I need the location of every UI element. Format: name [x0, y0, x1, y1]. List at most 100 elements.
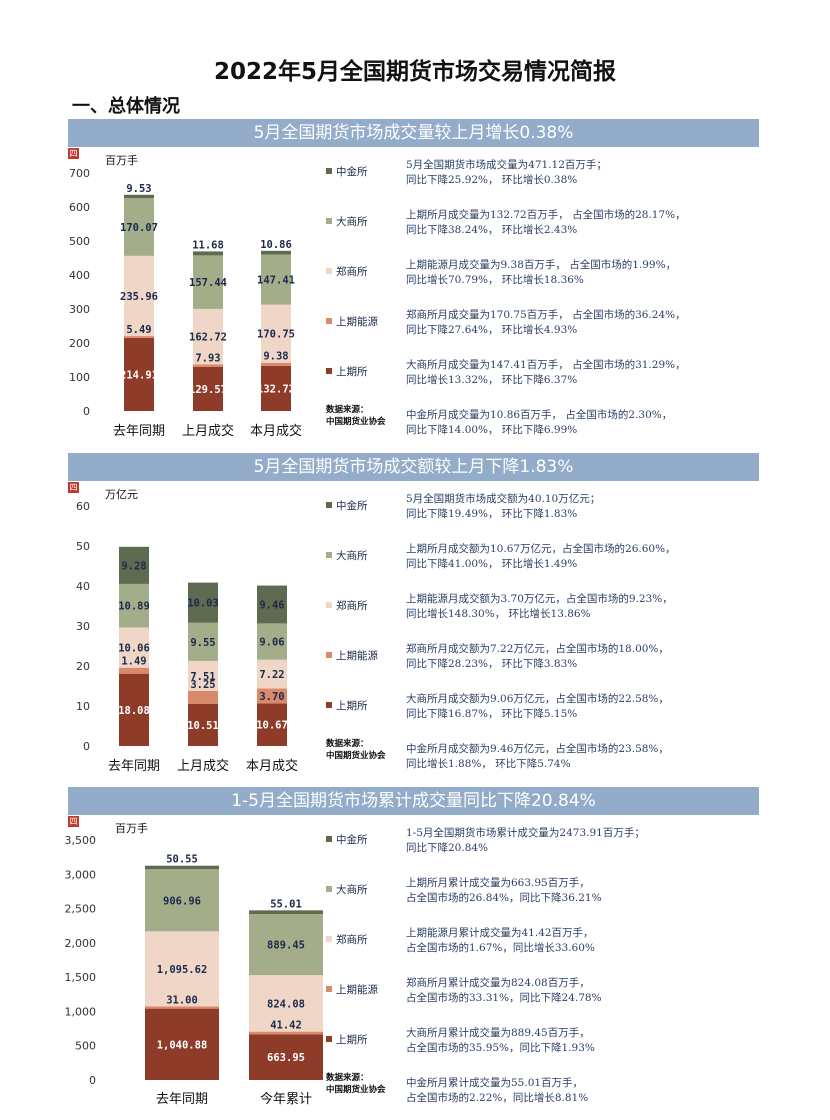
data-label: 1,095.62: [157, 964, 208, 976]
bar-segment: [193, 255, 223, 309]
summary-note: 上期能源月成交量为9.38百万手， 占全国市场的1.99%， 同比增长70.79%…: [406, 258, 756, 288]
volume-notes: 5月全国期货市场成交量为471.12百万手； 同比下降25.92%， 环比增长0.…: [406, 158, 756, 448]
summary-note: 上期能源月成交额为3.70万亿元，占全国市场的9.23%， 同比增长148.30%…: [406, 592, 756, 622]
data-label: 129.57: [189, 384, 227, 396]
data-label: 11.68: [192, 239, 224, 251]
bar-segment: [193, 366, 223, 411]
summary-note-line: 上期所月累计成交量为663.95百万手，: [406, 877, 590, 889]
source-label: 数据来源：: [326, 738, 369, 749]
x-tick-label: 本月成交: [250, 423, 302, 439]
legend-swatch: [326, 552, 332, 558]
summary-note: 郑商所月成交额为7.22万亿元，占全国市场的18.00%， 同比下降28.23%，…: [406, 642, 756, 672]
legend-label: 上期所: [336, 1034, 368, 1046]
summary-note-line: 郑商所月累计成交量为824.08百万手，: [406, 977, 590, 989]
bar-segment: [193, 364, 223, 367]
data-label: 824.08: [267, 998, 305, 1010]
legend-label: 上期能源: [336, 649, 378, 662]
y-tick-label: 0: [89, 1074, 96, 1087]
y-tick-label: 700: [69, 167, 90, 180]
summary-note: 1-5月全国期货市场累计成交量为2473.91百万手； 同比下降20.84%: [406, 826, 756, 856]
legend-swatch: [326, 1036, 332, 1042]
summary-note-line: 同比下降20.84%: [406, 842, 489, 854]
y-tick-label: 500: [69, 235, 90, 248]
legend-swatch: [326, 702, 332, 708]
legend-label: 中金所: [336, 499, 368, 512]
bar-segment: [193, 251, 223, 256]
summary-note-line: 占全国市场的26.84%，同比下降36.21%: [406, 892, 602, 904]
panel-cumulative: 四 百万手 0 500 1,000 1,500 2,000 2,500 3,000 3,500 1…: [65, 816, 759, 1116]
summary-note-line: 同比下降28.23%， 环比下降3.83%: [406, 658, 578, 670]
data-label: 10.03: [187, 598, 219, 610]
bar-segment: [124, 255, 154, 337]
data-label: 147.41: [257, 275, 295, 287]
bar-segment: [249, 1034, 323, 1080]
legend-swatch: [326, 368, 332, 374]
x-tick-label: 去年同期: [108, 759, 160, 774]
summary-note-line: 中金所月成交量为10.86百万手， 占全国市场的2.30%，: [406, 409, 673, 421]
volume-chart: 百万手 0 100 200 300 400 500 600 700 214.91 5.49 235.9…: [69, 153, 386, 439]
summary-note-line: 郑商所月成交额为7.22万亿元，占全国市场的18.00%，: [406, 643, 669, 655]
panel-turnover: 四 万亿元 0 10 20 30 40 50 60 18.08 1.49 10.06 10.89 9.2…: [68, 482, 759, 782]
bar-segment: [193, 308, 223, 365]
data-label: 906.96: [163, 895, 201, 907]
report-tag-icon: 四: [68, 148, 79, 159]
y-tick-label: 2,500: [65, 903, 97, 916]
summary-note-line: 同比下降27.64%， 环比增长4.93%: [406, 324, 578, 336]
bar-segment: [124, 336, 154, 338]
x-tick-label: 去年同期: [156, 1092, 208, 1107]
summary-note-line: 上期所月成交额为10.67万亿元，占全国市场的26.60%，: [406, 543, 676, 555]
legend-label: 上期能源: [336, 983, 378, 996]
summary-note-line: 上期所月成交量为132.72百万手， 占全国市场的28.17%，: [406, 209, 686, 221]
data-label: 10.86: [260, 239, 292, 251]
data-label: 1,040.88: [157, 1039, 208, 1051]
data-label: 1.49: [121, 656, 146, 668]
cumulative-notes: 1-5月全国期货市场累计成交量为2473.91百万手； 同比下降20.84% 上期所…: [406, 826, 756, 1116]
legend-swatch: [326, 936, 332, 942]
summary-note-line: 同比增长148.30%， 环比增长13.86%: [406, 608, 591, 620]
y-tick-label: 30: [76, 620, 90, 633]
data-label: 3.70: [259, 691, 284, 703]
bar-segment: [145, 865, 219, 870]
summary-note-line: 同比增长13.32%， 环比下降6.37%: [406, 374, 578, 386]
y-tick-label: 60: [76, 500, 90, 513]
summary-note-line: 大商所月成交额为9.06万亿元，占全国市场的22.58%，: [406, 693, 669, 705]
summary-note-line: 同比下降25.92%， 环比增长0.38%: [406, 174, 578, 186]
bar-segment: [249, 910, 323, 915]
y-tick-label: 200: [69, 337, 90, 350]
y-tick-label: 1,500: [65, 971, 97, 984]
summary-note: 5月全国期货市场成交量为471.12百万手； 同比下降25.92%， 环比增长0.…: [406, 158, 756, 188]
summary-note: 上期所月成交量为132.72百万手， 占全国市场的28.17%， 同比下降38.2…: [406, 208, 756, 238]
summary-note-line: 同比下降19.49%， 环比下降1.83%: [406, 508, 578, 520]
summary-note-line: 同比下降14.00%， 环比下降6.99%: [406, 424, 578, 436]
data-label: 9.53: [126, 183, 151, 195]
source-label: 中国期货业协会: [326, 750, 386, 761]
summary-note-line: 5月全国期货市场成交额为40.10万亿元；: [406, 493, 601, 505]
bar-segment: [261, 250, 291, 255]
source-label: 中国期货业协会: [326, 416, 386, 427]
panel-1-banner: 5月全国期货市场成交量较上月增长0.38%: [68, 119, 759, 147]
y-axis-unit: 百万手: [105, 153, 138, 167]
bar-segment: [188, 622, 218, 661]
bar-segment: [145, 869, 219, 932]
bar-segment: [145, 1008, 219, 1080]
summary-note-line: 同比下降38.24%， 环比增长2.43%: [406, 224, 578, 236]
summary-note: 大商所月累计成交量为889.45百万手， 占全国市场的35.95%，同比下降1.9…: [406, 1026, 756, 1056]
source-label: 数据来源：: [326, 1072, 369, 1083]
turnover-notes: 5月全国期货市场成交额为40.10万亿元； 同比下降19.49%， 环比下降1.8…: [406, 492, 756, 782]
bar-segment: [145, 1006, 219, 1009]
legend-swatch: [326, 502, 332, 508]
data-label: 170.07: [120, 222, 158, 234]
data-label: 18.08: [118, 705, 150, 717]
x-tick-label: 去年同期: [113, 424, 165, 439]
y-tick-label: 0: [83, 405, 90, 418]
y-tick-label: 300: [69, 303, 90, 316]
summary-note-line: 占全国市场的1.67%，同比增长33.60%: [406, 942, 595, 954]
y-tick-label: 40: [76, 580, 90, 593]
data-label: 235.96: [120, 291, 158, 303]
summary-note: 上期能源月累计成交量为41.42百万手， 占全国市场的1.67%，同比增长33.6…: [406, 926, 756, 956]
summary-note-line: 大商所月累计成交量为889.45百万手，: [406, 1027, 590, 1039]
legend-swatch: [326, 168, 332, 174]
data-label: 31.00: [166, 994, 198, 1006]
summary-note-line: 占全国市场的33.31%，同比下降24.78%: [406, 992, 602, 1004]
data-label: 5.49: [126, 324, 151, 336]
